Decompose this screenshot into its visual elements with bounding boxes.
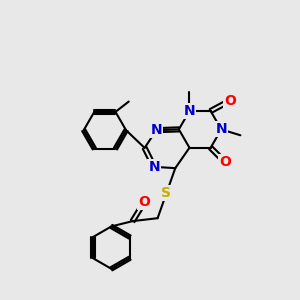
Text: O: O — [138, 195, 150, 209]
Text: N: N — [148, 160, 160, 174]
Text: O: O — [219, 155, 231, 170]
Text: N: N — [151, 123, 162, 137]
Text: N: N — [184, 104, 195, 118]
Text: S: S — [161, 186, 171, 200]
Text: N: N — [215, 122, 227, 136]
Text: O: O — [224, 94, 236, 108]
